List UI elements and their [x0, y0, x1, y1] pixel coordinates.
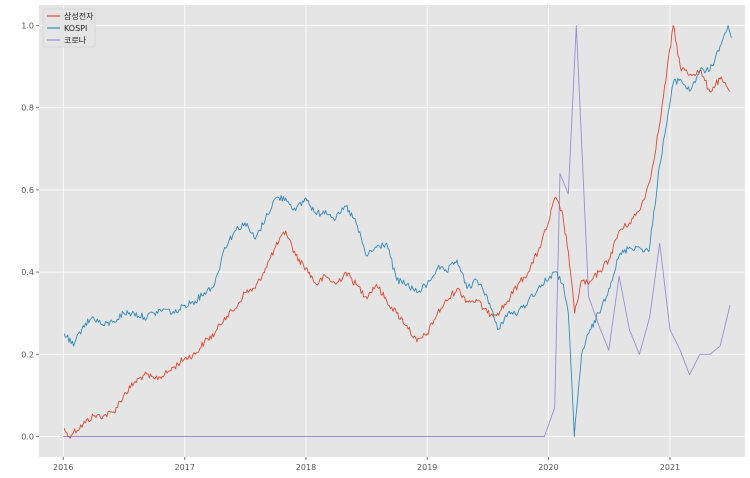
legend-box [42, 8, 96, 48]
plot-area [39, 5, 745, 457]
samsung-line [63, 25, 731, 439]
x-tick-label: 2020 [538, 463, 558, 472]
legend-label-kospi: KOSPI [64, 24, 87, 33]
y-tick-label: 0.0 [21, 432, 34, 441]
kospi-line [63, 25, 732, 437]
legend-label-corona: 코로나 [64, 36, 87, 45]
x-tick-label: 2019 [417, 463, 437, 472]
y-tick-label: 0.6 [21, 186, 34, 195]
series-lines [63, 25, 732, 439]
legend-label-samsung: 삼성전자 [64, 11, 94, 21]
y-tick-label: 0.8 [21, 104, 34, 113]
x-tick-label: 2018 [296, 463, 316, 472]
x-tick-label: 2016 [53, 463, 73, 472]
y-axis-ticks: 0.0 0.2 0.4 0.6 0.8 1.0 [21, 22, 39, 441]
x-tick-label: 2021 [660, 463, 680, 472]
y-tick-label: 0.2 [21, 350, 34, 359]
corona-line [63, 25, 731, 437]
x-tick-label: 2017 [175, 463, 195, 472]
x-axis-ticks: 2016 2017 2018 2019 2020 2021 [53, 457, 680, 472]
y-tick-label: 0.4 [21, 268, 34, 277]
y-tick-label: 1.0 [21, 22, 34, 31]
legend: 삼성전자 KOSPI 코로나 [42, 8, 96, 48]
